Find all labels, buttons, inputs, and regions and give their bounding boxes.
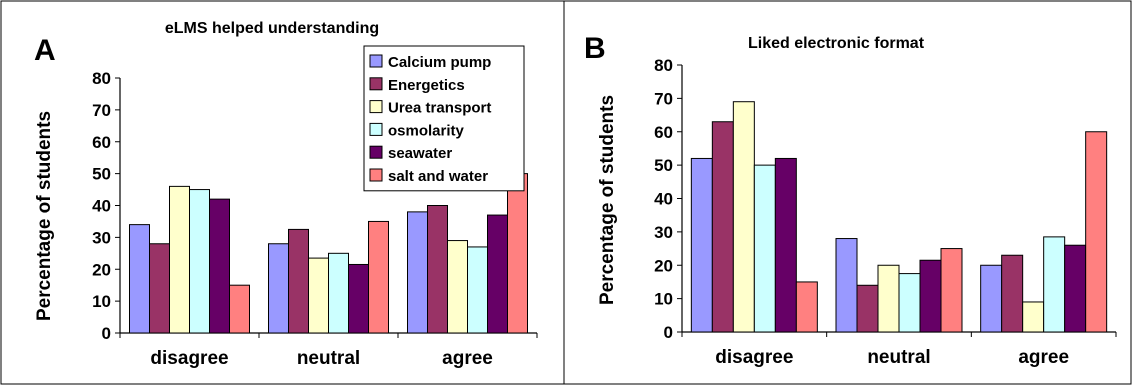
panel-b-y-tick-label: 60	[654, 123, 673, 142]
panel-b-bar-osmolarity-disagree	[753, 164, 776, 333]
panel-b-y-tick-label: 70	[654, 89, 673, 108]
panel-a-letter: A	[34, 34, 56, 67]
legend-swatch	[369, 122, 383, 136]
panel-a-bar-urea-transport-agree	[447, 240, 468, 334]
panel-b-y-tick-label: 20	[654, 256, 673, 275]
panel-a-y-tick-label: 50	[92, 165, 111, 184]
panel-b-bar-urea-transport-agree	[1022, 301, 1045, 333]
panel-b-bar-urea-transport-disagree	[732, 101, 755, 333]
panel-b-bar-energetics-agree	[1001, 254, 1024, 333]
panel-b-bar-calcium-pump-disagree	[690, 157, 713, 333]
panel-a-bar-urea-transport-neutral	[308, 257, 329, 334]
panel-b-bar-seawater-disagree	[774, 157, 797, 333]
panel-b-y-tick-label: 40	[654, 190, 673, 209]
panel-a-y-tick-label: 10	[92, 292, 111, 311]
panel-b-y-tick-label: 30	[654, 223, 673, 242]
panel-a-bar-salt-and-water-agree	[507, 173, 528, 334]
panel-b-bar-calcium-pump-neutral	[835, 238, 858, 333]
panel-b-letter: B	[584, 32, 606, 65]
panel-a-bar-energetics-neutral	[288, 228, 309, 334]
panel-a-y-tick-label: 80	[92, 69, 111, 88]
panel-b-x-tick-label: disagree	[715, 347, 793, 368]
panel-a-y-tick-label: 70	[92, 101, 111, 120]
panel-a-y-tick-label: 40	[92, 197, 111, 216]
panel-b-bar-osmolarity-neutral	[898, 273, 921, 333]
panel-b-y-tick-label: 10	[654, 290, 673, 309]
panel-a-bar-salt-and-water-neutral	[368, 220, 389, 334]
panel-b-bar-salt-and-water-agree	[1085, 131, 1108, 333]
panel-a-title: eLMS helped understanding	[165, 20, 379, 37]
panel-a-y-tick-label: 60	[92, 133, 111, 152]
legend-box	[363, 45, 525, 192]
legend-swatch	[369, 77, 383, 91]
legend-label: Calcium pump	[388, 54, 491, 71]
panel-a-x-tick-label: agree	[442, 348, 493, 369]
panel-a-ylabel: Percentage of students	[34, 111, 55, 321]
panel-b-plot: 0 10 20 30 40 50 60 70 80 disagree neutral agree	[654, 56, 1117, 368]
panel-a-x-tick-label: neutral	[297, 348, 360, 369]
panel-a-bar-osmolarity-disagree	[189, 189, 210, 334]
legend-label: seawater	[388, 145, 452, 162]
legend-swatch	[369, 168, 383, 182]
panel-a-plot: 0 10 20 30 40 50 60 70 80 disagree neutral agree	[92, 69, 538, 369]
panel-a-bar-seawater-neutral	[348, 263, 369, 334]
panel-b-x-tick-label: agree	[1018, 347, 1069, 368]
legend-label: Urea transport	[388, 100, 491, 117]
panel-b-y-tick-label: 80	[654, 56, 673, 75]
panel-b-bar-energetics-disagree	[711, 121, 734, 333]
panel-b-x-tick-label: neutral	[867, 347, 930, 368]
panel-b-bar-energetics-neutral	[856, 284, 879, 333]
panel-a-bar-calcium-pump-neutral	[268, 243, 289, 334]
panel-b-y-tick-label: 50	[654, 156, 673, 175]
panel-b-title: Liked electronic format	[748, 35, 925, 52]
legend-swatch	[369, 54, 383, 68]
panel-b-bar-seawater-agree	[1064, 244, 1087, 333]
panel-a-bar-calcium-pump-agree	[407, 211, 428, 334]
legend-swatch	[369, 145, 383, 159]
panel-b-bar-urea-transport-neutral	[877, 264, 900, 333]
panel-b-bar-seawater-neutral	[919, 259, 942, 333]
legend-swatch	[369, 100, 383, 114]
legend-label: Energetics	[388, 77, 465, 94]
panel-a-y-tick-label: 30	[92, 228, 111, 247]
panel-a-y-tick-label: 0	[102, 324, 111, 343]
panel-b-bar-salt-and-water-neutral	[940, 248, 963, 333]
panel-b-bar-osmolarity-agree	[1043, 236, 1066, 333]
panel-a-bar-seawater-disagree	[209, 198, 230, 334]
panel-b-bar-calcium-pump-agree	[980, 264, 1003, 333]
legend-label: salt and water	[388, 168, 488, 185]
panel-a-bar-calcium-pump-disagree	[129, 224, 150, 334]
panel-a-bar-urea-transport-disagree	[169, 185, 190, 334]
panel-a-bar-osmolarity-agree	[467, 246, 488, 334]
panel-b-bar-salt-and-water-disagree	[795, 281, 818, 333]
panel-a-bar-energetics-agree	[427, 205, 448, 334]
panel-a-bar-seawater-agree	[487, 214, 508, 334]
panel-b-ylabel: Percentage of students	[597, 95, 618, 305]
panel-a-legend: Calcium pump Energetics Urea transport osmo…	[363, 45, 525, 192]
panel-a-bar-energetics-disagree	[149, 243, 170, 334]
panel-a-y-tick-label: 20	[92, 260, 111, 279]
panel-b-y-tick-label: 0	[664, 323, 673, 342]
panel-a-x-tick-label: disagree	[150, 348, 228, 369]
legend-label: osmolarity	[388, 122, 465, 139]
panel-a-bar-salt-and-water-disagree	[229, 284, 250, 334]
panel-a-bar-osmolarity-neutral	[328, 252, 349, 334]
